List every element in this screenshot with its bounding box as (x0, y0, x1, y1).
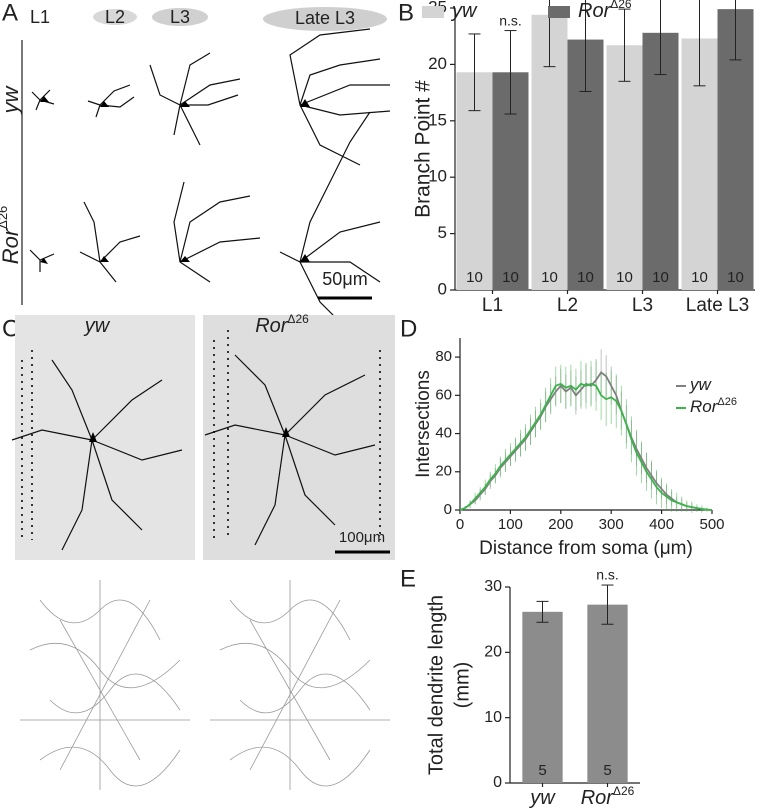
y-tick-label: 20 (428, 54, 447, 73)
y-tick-label: 0 (438, 279, 447, 298)
x-tick-label: L3 (632, 295, 653, 316)
stage-label: Late L3 (295, 8, 355, 28)
y-tick-label: 20 (484, 644, 502, 661)
y-tick-label: 40 (435, 425, 452, 442)
panel-label: A (2, 0, 18, 26)
x-tick-label: L1 (482, 295, 503, 316)
n-label: 10 (616, 269, 633, 286)
legend-label-main: yw (689, 375, 713, 394)
x-tick-label-main: L2 (557, 295, 578, 316)
legend-label-sup: Δ26 (717, 396, 737, 408)
x-tick-label-sup: Δ26 (613, 784, 635, 798)
scale-bar-label: 50μm (322, 269, 367, 289)
y-tick-label: 30 (484, 578, 502, 595)
x-tick-label: 200 (548, 516, 573, 533)
x-tick-label-main: Ror (581, 787, 615, 809)
bar (522, 611, 563, 783)
n-label: 5 (603, 762, 611, 779)
x-tick-label: Late L3 (686, 295, 749, 316)
y-axis-label: Branch Point # (412, 80, 435, 218)
x-tick-label-main: L3 (632, 295, 653, 316)
n-label: 10 (691, 269, 708, 286)
n-label: 10 (652, 269, 669, 286)
stage-label: L3 (170, 7, 190, 27)
panel-a-images (21, 7, 391, 333)
n-label: 10 (502, 269, 519, 286)
n-label: 10 (577, 269, 594, 286)
y-tick-label: 10 (428, 167, 447, 186)
y-tick-label: 80 (435, 348, 452, 365)
legend-label: yw (450, 0, 478, 22)
stage-label: L2 (105, 7, 125, 27)
x-tick-label: 100 (498, 516, 523, 533)
x-axis-label: Distance from soma (μm) (479, 538, 693, 559)
bar (606, 45, 643, 290)
n-label: 10 (541, 269, 558, 286)
y-axis-label: (mm) (451, 662, 473, 709)
significance: n.s. (596, 567, 619, 583)
legend-label: RorΔ26 (690, 396, 737, 417)
legend-swatch (422, 6, 444, 18)
n-label: 10 (727, 269, 744, 286)
x-tick-label: 400 (649, 516, 674, 533)
x-tick-label: 500 (699, 516, 724, 533)
legend-label: RorΔ26 (578, 0, 632, 22)
line (459, 371, 713, 511)
legend-label-main: Ror (690, 397, 719, 416)
x-tick-label: RorΔ26 (581, 784, 635, 809)
legend-swatch (548, 6, 570, 18)
legend-label-main: yw (450, 0, 478, 22)
y-tick-label: 20 (435, 463, 452, 480)
stage-label: L1 (30, 7, 50, 27)
x-tick-label: yw (528, 787, 556, 809)
y-tick-label: 0 (444, 501, 452, 518)
panel-c-images (11, 315, 395, 790)
line (459, 382, 713, 511)
y-axis-label: Intersections (413, 370, 434, 478)
y-tick-label: 5 (438, 223, 447, 242)
significance: n.s. (499, 12, 522, 28)
panel-label: B (398, 0, 414, 26)
x-tick-label: 300 (599, 516, 624, 533)
y-tick-label: 0 (493, 774, 502, 791)
bar (587, 604, 628, 783)
genotype-label: yw (83, 315, 111, 337)
legend-label-main: Ror (578, 0, 612, 22)
n-label: 10 (466, 269, 483, 286)
panel-label: D (400, 315, 417, 342)
genotype-label: RorΔ26 (0, 206, 23, 265)
y-tick-label: 60 (435, 386, 452, 403)
y-tick-label: 15 (428, 110, 447, 129)
genotype-label: RorΔ26 (255, 312, 309, 337)
x-tick-label: 0 (456, 516, 464, 533)
legend-label: yw (689, 375, 713, 394)
y-axis-label: Total dendrite length (425, 595, 447, 775)
legend-label-sup: Δ26 (610, 0, 632, 11)
scale-bar-label: 100μm (339, 529, 385, 546)
n-label: 5 (538, 762, 546, 779)
x-tick-label: L2 (557, 295, 578, 316)
panel-label: E (400, 565, 416, 592)
x-tick-label-main: L1 (482, 295, 503, 316)
y-tick-label: 10 (484, 709, 502, 726)
bar (642, 32, 679, 290)
x-tick-label-main: yw (528, 787, 556, 809)
x-tick-label-main: Late L3 (686, 295, 749, 316)
genotype-label: yw (0, 84, 23, 115)
